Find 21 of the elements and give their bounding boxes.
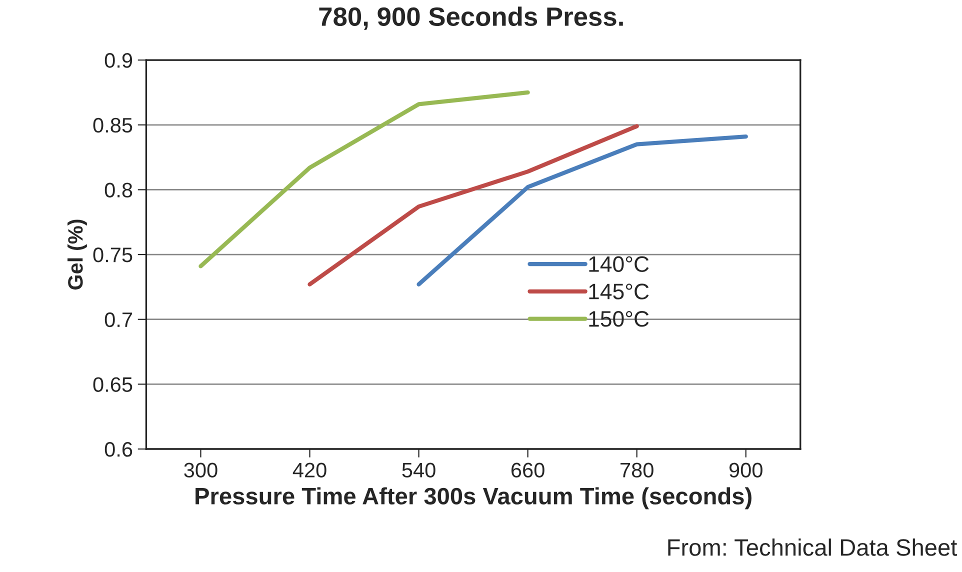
y-tick-label: 0.8 — [104, 182, 132, 198]
y-tick-label: 0.65 — [93, 377, 132, 392]
x-tick-label: 780 — [620, 462, 654, 478]
x-tick-label: 900 — [729, 462, 762, 478]
legend-label: 140°C — [589, 256, 649, 272]
y-tick-label: 0.7 — [104, 312, 132, 328]
x-axis-title: Pressure Time After 300s Vacuum Time (seconds) — [196, 487, 752, 510]
text: From: Technical Data Sheet — [668, 538, 958, 556]
x-tick-label: 300 — [184, 462, 218, 478]
legend-label: 150°C — [589, 311, 649, 327]
line-series — [198, 90, 530, 268]
chart-title: 780, 900 Seconds Press. — [319, 6, 623, 30]
x-tick-label: 420 — [292, 462, 326, 478]
y-axis-title: Gel (%) — [68, 220, 87, 290]
y-tick-label: 0.6 — [104, 442, 132, 457]
legend-label: 145°C — [589, 284, 649, 300]
x-tick-label: 660 — [511, 462, 544, 478]
y-tick-label: 0.75 — [93, 248, 132, 262]
y-tick-label: 0.9 — [104, 53, 132, 68]
x-tick-label: 540 — [402, 462, 436, 478]
y-tick-label: 0.85 — [93, 118, 132, 133]
